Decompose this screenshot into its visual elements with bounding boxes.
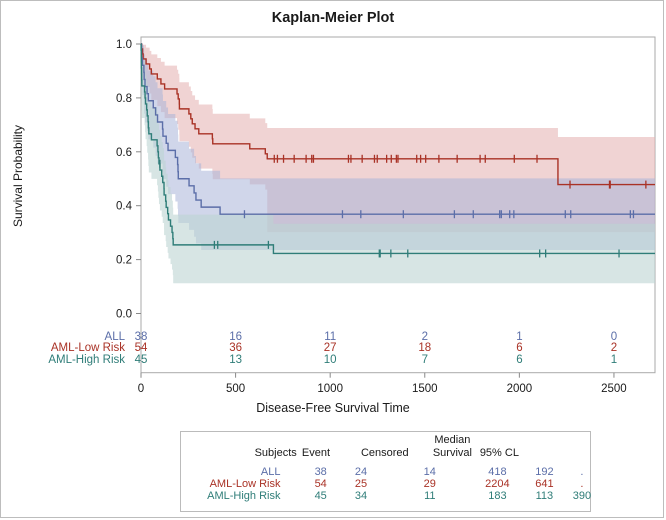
svg-text:1.0: 1.0 xyxy=(116,39,132,51)
svg-text:0.4: 0.4 xyxy=(116,201,133,213)
svg-text:0.0: 0.0 xyxy=(116,309,132,321)
svg-text:0.8: 0.8 xyxy=(116,93,132,105)
svg-text:0.2: 0.2 xyxy=(116,255,132,267)
svg-text:0.6: 0.6 xyxy=(116,147,132,159)
